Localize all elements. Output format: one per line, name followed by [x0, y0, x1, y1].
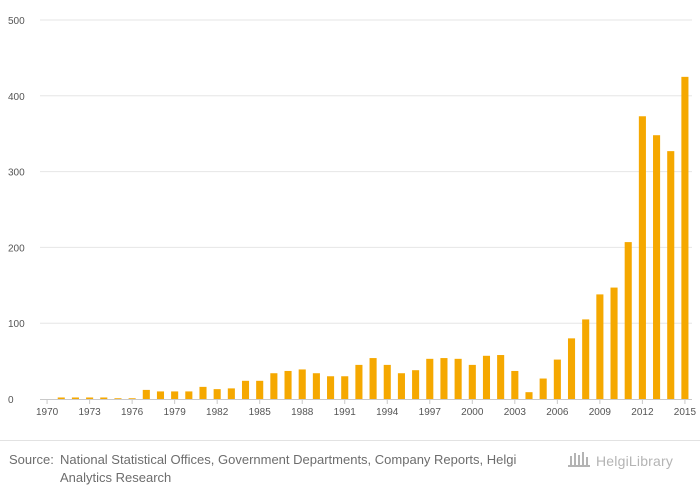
x-tick-label: 1970: [36, 407, 59, 418]
bar-1999[interactable]: [454, 358, 462, 399]
bar-1993[interactable]: [369, 358, 377, 399]
x-tick-label: 2000: [461, 407, 484, 418]
x-tick-label: 1988: [291, 407, 314, 418]
bar-1995[interactable]: [397, 373, 405, 399]
bar-1992[interactable]: [355, 364, 363, 399]
bar-1978[interactable]: [156, 391, 165, 399]
bar-1996[interactable]: [412, 370, 420, 399]
bar-1975[interactable]: [114, 398, 122, 399]
brand-logo[interactable]: HelgiLibrary: [568, 451, 673, 471]
bar-1972[interactable]: [71, 397, 79, 399]
bar-1977[interactable]: [142, 389, 150, 399]
bar-2007[interactable]: [567, 338, 576, 399]
bar-1987[interactable]: [284, 370, 292, 399]
bar-1976[interactable]: [128, 398, 136, 399]
chart-footer: Source: National Statistical Offices, Gov…: [0, 440, 700, 501]
bar-2003[interactable]: [511, 370, 519, 399]
bar-1991[interactable]: [341, 376, 349, 399]
x-tick-label: 2012: [631, 407, 654, 418]
y-axis-labels: 0 100 200 300 400 500: [8, 16, 25, 406]
bar-2001[interactable]: [482, 355, 491, 399]
bar-2011[interactable]: [624, 242, 632, 399]
bar-1979[interactable]: [171, 391, 179, 399]
bar-chart: 0 100 200 300 400 500 1970 1973 1976 1979 1982 198…: [8, 16, 697, 418]
bar-1986[interactable]: [270, 373, 278, 399]
x-axis-labels: 1970 1973 1976 1979 1982 1985 1988 1991 1994 1997…: [36, 407, 697, 418]
x-axis: [40, 399, 692, 404]
bar-1983[interactable]: [227, 388, 235, 399]
bar-1982[interactable]: [213, 389, 221, 399]
bar-2010[interactable]: [610, 287, 618, 399]
grid-lines: [40, 19, 692, 324]
brand-name: HelgiLibrary: [596, 453, 674, 469]
y-tick-label: 200: [8, 243, 25, 254]
bar-1990[interactable]: [327, 376, 335, 399]
bar-2012[interactable]: [638, 116, 646, 400]
x-tick-label: 1985: [249, 407, 272, 418]
bar-2005[interactable]: [539, 378, 547, 399]
bar-1974[interactable]: [100, 397, 108, 399]
x-tick-label: 1979: [164, 407, 187, 418]
bar-2000[interactable]: [468, 364, 476, 399]
y-tick-label: 400: [8, 92, 25, 103]
x-tick-label: 1982: [206, 407, 229, 418]
bar-1981[interactable]: [199, 386, 207, 399]
bar-1989[interactable]: [312, 373, 320, 399]
bar-1984[interactable]: [241, 380, 250, 399]
x-tick-label: 1994: [376, 407, 399, 418]
x-tick-label: 1973: [78, 407, 101, 418]
bar-1998[interactable]: [440, 358, 448, 399]
bar-2015[interactable]: [681, 76, 689, 399]
bar-2006[interactable]: [553, 359, 561, 399]
y-tick-label: 0: [8, 395, 14, 406]
bar-2014[interactable]: [667, 151, 675, 399]
library-icon: [568, 450, 592, 473]
x-tick-label: 2006: [546, 407, 569, 418]
bar-1985[interactable]: [256, 380, 264, 399]
bar-2013[interactable]: [653, 135, 661, 399]
bar-2004[interactable]: [525, 392, 533, 399]
source-note: Source: National Statistical Offices, Gov…: [9, 451, 549, 487]
x-tick-label: 1991: [334, 407, 357, 418]
source-prefix: Source:: [9, 452, 54, 467]
bar-1988[interactable]: [298, 369, 306, 399]
y-tick-label: 500: [8, 16, 25, 27]
bar-1973[interactable]: [86, 397, 94, 399]
bar-1980[interactable]: [185, 391, 193, 399]
y-tick-label: 100: [8, 319, 25, 330]
bar-2008[interactable]: [582, 319, 590, 399]
x-tick-label: 1976: [121, 407, 144, 418]
x-tick-label: 2009: [589, 407, 612, 418]
bar-1994[interactable]: [383, 364, 391, 399]
x-tick-label: 2015: [674, 407, 697, 418]
bar-1997[interactable]: [426, 358, 434, 399]
x-tick-label: 1997: [419, 407, 442, 418]
bars: [57, 76, 689, 400]
bar-2009[interactable]: [596, 294, 604, 399]
source-text: National Statistical Offices, Government…: [60, 452, 517, 485]
bar-2002[interactable]: [497, 355, 505, 399]
x-tick-label: 2003: [504, 407, 527, 418]
y-tick-label: 300: [8, 168, 25, 179]
bar-1971[interactable]: [57, 397, 65, 399]
